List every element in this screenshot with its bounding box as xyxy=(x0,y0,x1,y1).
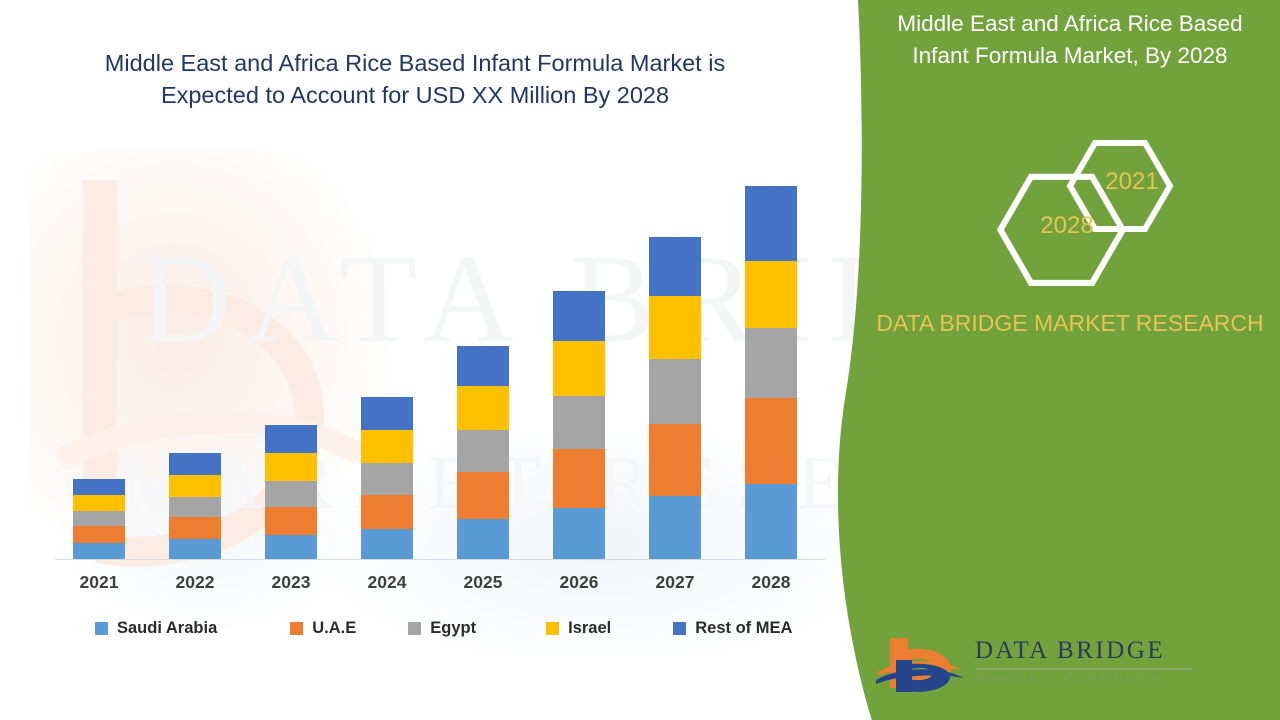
x-label-2024: 2024 xyxy=(367,572,407,592)
legend-swatch-icon xyxy=(673,621,687,635)
legend-item-egypt[interactable]: Egypt xyxy=(408,619,476,638)
legend-label: Rest of MEA xyxy=(695,618,793,637)
bar-2021 xyxy=(73,479,125,559)
bar-segment-egypt xyxy=(457,430,509,472)
bar-segment-egypt xyxy=(73,511,125,526)
bar-segment-saudi-arabia xyxy=(649,496,701,559)
legend-item-israel[interactable]: Israel xyxy=(546,619,611,638)
bar-2027 xyxy=(649,237,701,559)
bar-segment-u-a-e xyxy=(265,507,317,535)
logo-sub-text: MARKET RESEARCH xyxy=(975,673,1165,685)
brand-panel: Middle East and Africa Rice Based Infant… xyxy=(860,0,1280,720)
hexagon-2021-label: 2021 xyxy=(1105,168,1159,195)
bar-segment-rest-of-mea xyxy=(457,346,509,386)
x-axis-labels: 2021 2022 2023 2024 2025 2026 2027 2028 xyxy=(55,572,825,598)
bar-segment-israel xyxy=(553,341,605,396)
bar-segment-israel xyxy=(457,386,509,430)
bar-2024 xyxy=(361,397,413,559)
company-logo: DATA BRIDGE MARKET RESEARCH xyxy=(870,632,1270,708)
legend-swatch-icon xyxy=(546,621,560,635)
bar-segment-egypt xyxy=(265,481,317,507)
hexagon-badges: 2028 2021 xyxy=(860,138,1280,298)
bar-segment-saudi-arabia xyxy=(457,519,509,559)
bar-segment-u-a-e xyxy=(457,472,509,519)
x-label-2028: 2028 xyxy=(751,572,791,592)
bar-segment-egypt xyxy=(169,497,221,517)
chart-plot-area xyxy=(55,160,825,560)
legend-label: Egypt xyxy=(430,618,477,637)
chart-title: Middle East and Africa Rice Based Infant… xyxy=(104,50,726,108)
legend-item-rest-of-mea[interactable]: Rest of MEA xyxy=(673,619,792,638)
bar-segment-rest-of-mea xyxy=(745,186,797,261)
bar-segment-saudi-arabia xyxy=(265,535,317,559)
x-label-2026: 2026 xyxy=(559,572,599,592)
x-label-2027: 2027 xyxy=(655,572,695,592)
legend-label: Saudi Arabia xyxy=(117,618,218,637)
logo-mark-icon xyxy=(876,638,964,692)
legend-label: U.A.E xyxy=(312,618,357,637)
bar-segment-rest-of-mea xyxy=(649,237,701,296)
bar-segment-egypt xyxy=(745,328,797,398)
x-axis-line xyxy=(55,559,825,560)
bar-segment-egypt xyxy=(361,463,413,495)
bar-segment-saudi-arabia xyxy=(361,529,413,559)
x-label-2025: 2025 xyxy=(463,572,503,592)
bar-2026 xyxy=(553,291,605,559)
chart-legend: Saudi Arabia U.A.E Egypt Israel Rest of MEA xyxy=(95,616,792,640)
bar-segment-u-a-e xyxy=(745,398,797,484)
logo-divider xyxy=(976,668,1192,670)
bar-segment-israel xyxy=(649,296,701,359)
bar-2025 xyxy=(457,346,509,559)
x-label-2023: 2023 xyxy=(271,572,311,592)
hexagon-2028-label: 2028 xyxy=(1040,212,1094,239)
bar-segment-saudi-arabia xyxy=(553,508,605,559)
bar-segment-egypt xyxy=(553,396,605,449)
bar-segment-israel xyxy=(73,495,125,511)
bar-segment-rest-of-mea xyxy=(73,479,125,495)
bar-segment-u-a-e xyxy=(649,424,701,496)
chart-panel: DATA BRIDGE MARKET RESEARCH Middle East … xyxy=(30,50,1120,660)
brand-name: DATA BRIDGE MARKET RESEARCH xyxy=(876,310,1264,336)
bar-segment-rest-of-mea xyxy=(553,291,605,341)
panel-title: Middle East and Africa Rice Based Infant… xyxy=(897,11,1243,68)
bar-segment-egypt xyxy=(649,359,701,424)
bar-segment-rest-of-mea xyxy=(361,397,413,430)
bar-segment-israel xyxy=(169,475,221,497)
bar-segment-israel xyxy=(265,453,317,481)
legend-label: Israel xyxy=(568,618,612,637)
bar-segment-u-a-e xyxy=(73,526,125,543)
bar-segment-u-a-e xyxy=(553,449,605,508)
hexagon-2021-outline xyxy=(1066,140,1174,232)
bar-segment-israel xyxy=(745,261,797,328)
bar-segment-saudi-arabia xyxy=(169,539,221,559)
bar-2028 xyxy=(745,186,797,559)
bar-2023 xyxy=(265,425,317,559)
bar-segment-u-a-e xyxy=(361,495,413,529)
logo-wordmark: DATA BRIDGE MARKET RESEARCH xyxy=(975,638,1215,685)
bar-segment-rest-of-mea xyxy=(169,453,221,475)
bar-segment-u-a-e xyxy=(169,517,221,539)
bar-segment-israel xyxy=(361,430,413,463)
bar-segment-saudi-arabia xyxy=(745,484,797,559)
x-label-2021: 2021 xyxy=(79,572,119,592)
bar-2022 xyxy=(169,453,221,559)
bar-segment-saudi-arabia xyxy=(73,543,125,559)
x-label-2022: 2022 xyxy=(175,572,215,592)
legend-swatch-icon xyxy=(408,621,422,635)
legend-swatch-icon xyxy=(95,621,108,635)
legend-item-saudi-arabia[interactable]: Saudi Arabia xyxy=(95,619,217,638)
bar-segment-rest-of-mea xyxy=(265,425,317,453)
logo-main-text: DATA BRIDGE xyxy=(975,637,1166,664)
legend-item-u-a-e[interactable]: U.A.E xyxy=(290,619,356,638)
legend-swatch-icon xyxy=(290,621,304,635)
